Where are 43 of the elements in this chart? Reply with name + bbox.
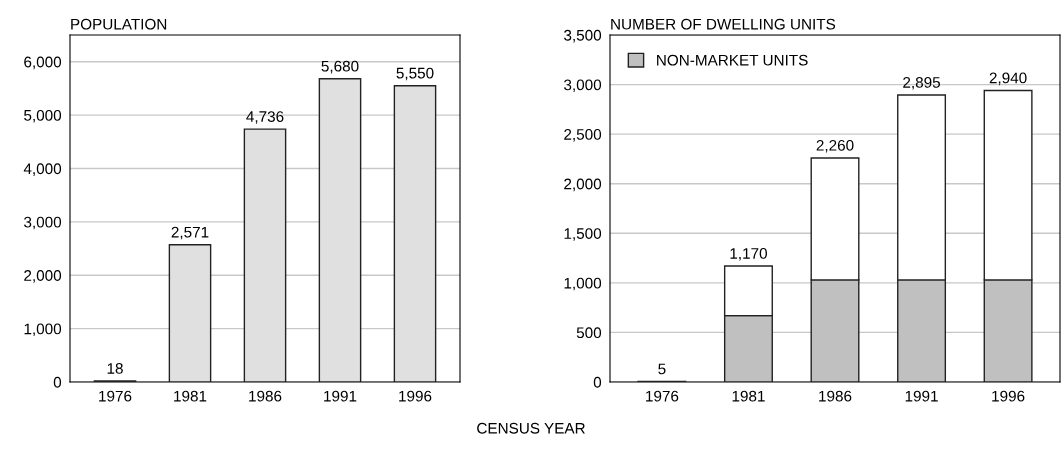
x-tick-label: 1986 bbox=[249, 390, 282, 402]
x-tick-label: 1996 bbox=[399, 390, 432, 402]
bar bbox=[168, 244, 212, 382]
x-tick-label: 1991 bbox=[324, 390, 357, 402]
y-tick-label: 0 bbox=[53, 376, 62, 388]
bar bbox=[243, 128, 287, 382]
chart-title: NUMBER OF DWELLING UNITS bbox=[611, 18, 836, 30]
y-tick-label: 6,000 bbox=[24, 56, 62, 70]
legend-label: NON-MARKET UNITS bbox=[657, 54, 808, 66]
total-label: 1,170 bbox=[730, 248, 767, 261]
data-label: 2,571 bbox=[171, 226, 209, 240]
y-tick-label: 1,000 bbox=[24, 323, 62, 337]
y-tick-label: 1,500 bbox=[564, 228, 602, 241]
x-tick-label: 1981 bbox=[732, 390, 765, 402]
y-tick-label: 2,500 bbox=[564, 129, 602, 142]
y-tick-label: 3,500 bbox=[564, 29, 602, 43]
y-tick-label: 3,000 bbox=[24, 216, 62, 230]
y-tick-label: 1,000 bbox=[564, 277, 602, 291]
total-label: 2,260 bbox=[816, 139, 854, 153]
data-label: 18 bbox=[107, 363, 123, 374]
bar bbox=[393, 85, 437, 382]
x-tick-label: 1976 bbox=[646, 390, 679, 402]
total-label: 5 bbox=[658, 363, 666, 375]
x-tick-label: 1981 bbox=[174, 390, 207, 402]
x-tick-label: 1991 bbox=[905, 390, 938, 402]
x-tick-label: 1996 bbox=[992, 390, 1025, 402]
total-label: 2,895 bbox=[903, 76, 941, 90]
y-tick-label: 2,000 bbox=[24, 270, 62, 283]
total-label: 2,940 bbox=[989, 72, 1027, 86]
data-label: 4,736 bbox=[246, 111, 284, 124]
bar bbox=[318, 78, 362, 382]
y-tick-label: 4,000 bbox=[23, 163, 62, 176]
y-tick-label: 0 bbox=[593, 376, 602, 388]
x-tick-label: 1986 bbox=[819, 390, 852, 402]
y-tick-label: 3,000 bbox=[564, 79, 602, 93]
text: CENSUS YEAR bbox=[477, 422, 585, 434]
y-tick-label: 500 bbox=[576, 327, 602, 339]
x-tick-label: 1976 bbox=[99, 390, 132, 402]
y-tick-label: 5,000 bbox=[24, 109, 62, 123]
data-label: 5,680 bbox=[321, 60, 359, 74]
chart-title: POPULATION bbox=[71, 18, 167, 30]
y-tick-label: 2,000 bbox=[564, 178, 602, 192]
data-label: 5,550 bbox=[396, 67, 434, 81]
